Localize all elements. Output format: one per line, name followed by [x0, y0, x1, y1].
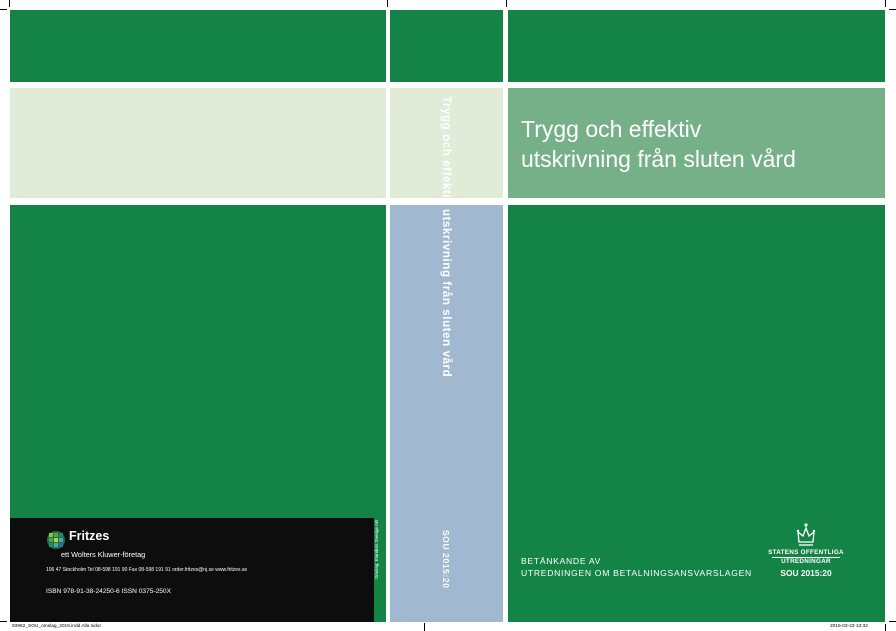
series-number: SOU 2015:20 [780, 568, 832, 578]
spine-title: Trygg och effektiv utskrivning från slut… [440, 96, 452, 378]
fritzes-logo-icon [47, 531, 65, 549]
sou-logo-divider [772, 557, 840, 558]
slug-right: 2015-03-23 13:32 [830, 624, 868, 629]
committee-line-1: BETÄNKANDE AV [521, 556, 602, 566]
publisher-address: 106 47 Stockholm Tel 08-598 191 90 Fax 0… [46, 567, 248, 573]
spine-credit: Omslag: Elanders Sverige AB [374, 520, 379, 580]
crop-mark [506, 0, 507, 7]
crop-mark [885, 624, 886, 631]
back-green-strip [374, 518, 386, 622]
committee-line-2: UTREDNINGEN OM BETALNINGSANSVARSLAGEN [521, 568, 752, 578]
front-top-band [508, 10, 885, 82]
spine-series: SOU 2015:20 [441, 530, 451, 589]
sou-logo-line-2: UTREDNINGAR [781, 558, 831, 565]
book-title-line-1: Trygg och effektiv [521, 116, 702, 142]
crown-icon [796, 523, 816, 546]
title-band [508, 88, 885, 198]
crop-mark [0, 621, 7, 622]
slug-left: 93962_SOU_omslag_2015.indd Alla sidor [12, 624, 102, 629]
crop-mark [0, 9, 7, 10]
crop-mark [387, 0, 388, 7]
front-green-panel [508, 205, 885, 622]
crop-mark [424, 623, 425, 631]
publisher-subtitle: ett Wolters Kluwer-företag [61, 550, 146, 559]
back-top-band [10, 10, 386, 82]
back-green-panel [10, 205, 386, 518]
crop-mark [9, 0, 10, 7]
publisher-panel [10, 518, 374, 622]
spine-pale-band [390, 88, 503, 198]
spine-blue-panel [390, 205, 503, 622]
publisher-name: Fritzes [69, 529, 110, 543]
crop-mark [889, 9, 896, 10]
sou-logo-line-1: STATENS OFFENTLIGA [768, 549, 844, 556]
isbn-line: ISBN 978-91-38-24250-6 ISSN 0375-250X [46, 588, 171, 595]
crop-mark [885, 0, 886, 7]
crop-mark [889, 621, 896, 622]
back-pale-band [10, 88, 386, 198]
book-title-line-2: utskrivning från sluten vård [521, 146, 796, 172]
spine-top-band [390, 10, 503, 82]
